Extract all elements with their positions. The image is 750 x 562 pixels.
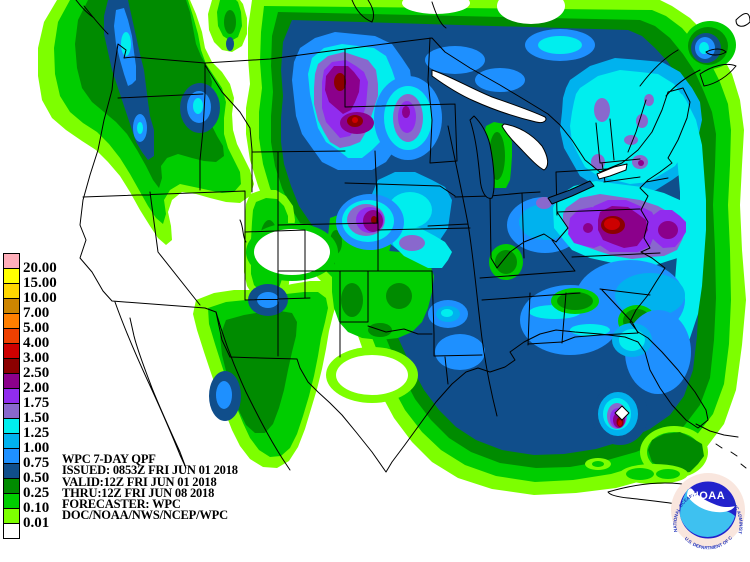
noaa-gull-icon [687,488,735,513]
forecast-info-line: ISSUED: 0853Z FRI JUN 01 2018 [62,463,238,478]
baja-california [114,301,187,469]
forecast-info-line: THRU:12Z FRI JUN 08 2018 [62,485,215,500]
forecast-info-block: WPC 7-DAY QPF ISSUED: 0853Z FRI JUN 01 20… [62,452,238,523]
forecast-info-line: WPC 7-DAY QPF [62,452,156,466]
lake-superior [431,69,547,123]
canada-coast [75,0,750,97]
great-salt-lake [239,219,247,243]
coastline-and-borders [75,0,750,515]
noaa-logo-text: NOAA [691,490,725,502]
state-borders [82,37,669,417]
lake-huron [501,123,549,171]
florida-keys [695,423,739,438]
lake-erie [547,180,595,205]
mexico-mainland-coast [215,311,291,471]
forecast-info-line: FORECASTER: WPC [62,497,181,512]
qpf-contour-fills [38,0,750,495]
lake-ontario [596,163,628,180]
forecast-info-line: DOC/NOAA/NWS/NCEP/WPC [62,508,228,523]
forecast-info-line: VALID:12Z FRI JUN 01 2018 [62,474,217,489]
bahamas [699,443,747,515]
lake-michigan [469,115,495,199]
lake-okeechobee [614,405,630,421]
